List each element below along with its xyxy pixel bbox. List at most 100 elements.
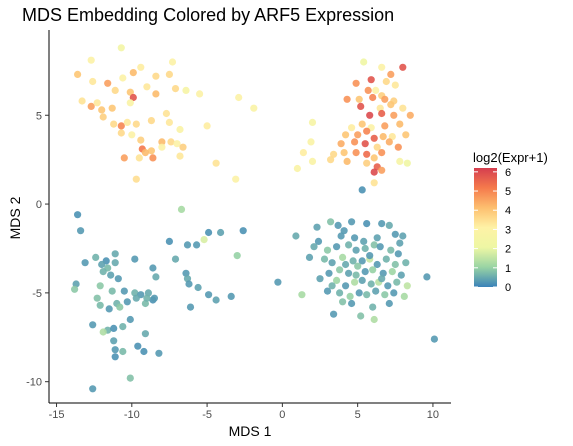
data-point xyxy=(388,133,396,141)
data-point xyxy=(126,88,134,96)
data-point xyxy=(305,253,314,261)
data-point xyxy=(99,328,107,336)
data-point xyxy=(323,246,332,254)
data-point xyxy=(357,102,365,110)
data-point xyxy=(126,374,134,382)
data-point xyxy=(396,239,404,247)
data-point xyxy=(369,266,377,274)
data-point xyxy=(373,143,381,151)
data-point xyxy=(384,282,392,290)
data-point xyxy=(342,131,350,139)
legend-tick-label: 6 xyxy=(505,167,511,179)
data-point xyxy=(393,278,401,286)
x-tick-label: 0 xyxy=(279,409,285,421)
data-point xyxy=(355,95,363,103)
data-point xyxy=(390,111,398,119)
data-point xyxy=(403,159,411,167)
data-point xyxy=(325,269,333,277)
data-point xyxy=(402,131,410,139)
data-point xyxy=(147,147,155,155)
data-point xyxy=(382,77,390,86)
data-point xyxy=(328,282,336,290)
data-point xyxy=(352,149,360,157)
data-point xyxy=(134,342,142,350)
data-point xyxy=(183,241,192,249)
data-point xyxy=(399,63,407,71)
data-point xyxy=(363,220,371,228)
y-tick-label: 0 xyxy=(36,199,42,211)
data-point xyxy=(117,129,125,137)
data-point xyxy=(89,321,97,329)
data-point xyxy=(250,104,258,112)
data-point xyxy=(370,168,378,176)
legend-title: log2(Expr+1) xyxy=(473,150,548,165)
data-point xyxy=(293,164,301,173)
data-point xyxy=(123,118,131,126)
data-point xyxy=(400,292,408,300)
data-point xyxy=(111,353,119,361)
data-point xyxy=(292,232,300,240)
data-point xyxy=(358,276,366,284)
data-point xyxy=(123,298,131,306)
data-point xyxy=(131,255,139,263)
data-point xyxy=(370,134,378,142)
data-point xyxy=(119,347,127,356)
data-point xyxy=(360,58,368,66)
data-point xyxy=(81,259,89,267)
data-point xyxy=(320,255,329,263)
data-point xyxy=(391,81,399,89)
legend-tick-label: 2 xyxy=(505,244,511,256)
data-point xyxy=(343,95,351,103)
x-tick-label: -15 xyxy=(49,409,65,421)
data-point xyxy=(378,149,386,157)
points-layer xyxy=(71,44,438,393)
data-point xyxy=(299,149,307,157)
data-point xyxy=(396,157,404,165)
data-point xyxy=(337,232,345,240)
data-point xyxy=(173,140,181,148)
data-point xyxy=(352,271,360,279)
data-point xyxy=(155,349,163,357)
data-point xyxy=(212,296,220,304)
data-point xyxy=(366,111,374,119)
data-point xyxy=(360,237,368,245)
data-point xyxy=(323,287,332,295)
chart-title: MDS Embedding Colored by ARF5 Expression xyxy=(22,5,394,25)
data-point xyxy=(370,154,378,162)
data-point xyxy=(141,149,149,157)
data-point xyxy=(165,70,173,78)
data-point xyxy=(108,104,116,112)
data-point xyxy=(363,150,371,158)
data-point xyxy=(167,138,175,146)
data-point xyxy=(158,143,166,151)
data-point xyxy=(355,289,363,297)
data-point xyxy=(93,99,101,107)
data-point xyxy=(369,303,377,311)
data-point xyxy=(342,260,350,269)
data-point xyxy=(99,268,107,276)
data-point xyxy=(117,44,125,52)
data-point xyxy=(176,125,184,134)
data-point xyxy=(381,122,389,130)
data-point xyxy=(337,140,345,148)
data-point xyxy=(423,273,431,281)
data-point xyxy=(336,266,344,274)
data-point xyxy=(71,285,79,293)
data-point xyxy=(176,152,184,160)
data-point xyxy=(162,109,170,118)
data-point xyxy=(126,99,134,107)
data-point xyxy=(110,337,118,345)
data-point xyxy=(307,138,315,146)
data-point xyxy=(205,228,213,237)
data-point xyxy=(89,77,97,86)
data-point xyxy=(342,282,350,290)
data-point xyxy=(203,122,211,130)
data-point xyxy=(363,291,371,299)
data-point xyxy=(345,269,353,277)
data-point xyxy=(366,252,374,260)
data-point xyxy=(96,301,104,309)
data-point xyxy=(98,260,106,269)
data-point xyxy=(378,166,386,174)
data-point xyxy=(379,269,387,277)
data-point xyxy=(372,287,380,295)
